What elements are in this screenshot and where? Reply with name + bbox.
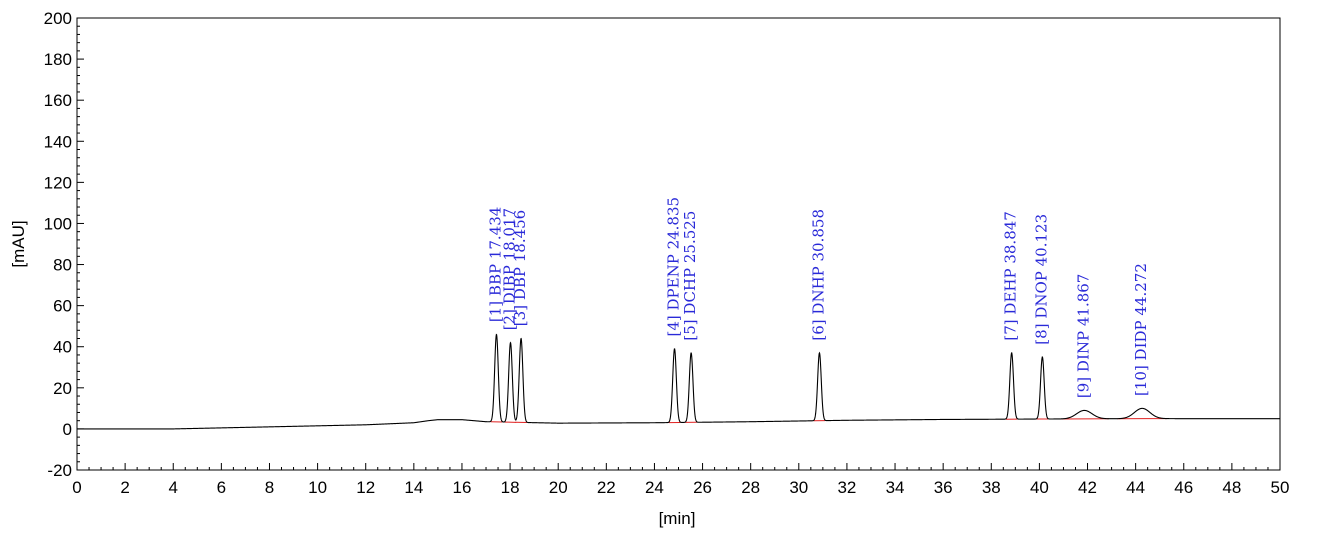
y-tick-label: 40 [53,338,72,357]
y-tick-label: 0 [63,420,72,439]
y-tick-label: 140 [44,132,72,151]
x-tick-label: 50 [1271,478,1290,497]
x-tick-label: 16 [452,478,471,497]
peak-label-layer: [1] BBP 17.434[2] DIBP 18.017[3] DBP 18.… [487,197,1151,398]
y-tick-label: 180 [44,50,72,69]
y-tick-label: -20 [47,461,72,480]
x-tick-label: 6 [217,478,226,497]
x-tick-label: 24 [645,478,664,497]
peak-label: [1] BBP 17.434 [487,207,505,322]
x-tick-label: 30 [789,478,808,497]
x-tick-label: 48 [1222,478,1241,497]
x-tick-label: 2 [120,478,129,497]
x-tick-label: 26 [693,478,712,497]
peak-label: [9] DINP 41.867 [1074,274,1092,398]
y-tick-label: 80 [53,256,72,275]
x-tick-label: 46 [1174,478,1193,497]
tick-layer: 0 2 4 6 8 10 12 14 16 18 20 22 24 26 28 30 32 34 36 38 40 42 4… [44,9,1290,497]
peak-label: [4] DPENP 24.835 [665,197,683,337]
x-tick-label: 28 [741,478,760,497]
y-tick-label: 200 [44,9,72,28]
peak-label: [6] DNHP 30.858 [809,209,827,341]
y-tick-label: 160 [44,91,72,110]
x-tick-label: 0 [72,478,81,497]
x-tick-label: 18 [501,478,520,497]
y-tick-label: 20 [53,379,72,398]
trace-layer [77,333,1280,430]
x-tick-label: 14 [404,478,423,497]
chromatogram-trace [77,333,1280,430]
x-tick-label: 42 [1078,478,1097,497]
y-tick-label: 120 [44,173,72,192]
x-tick-label: 38 [982,478,1001,497]
x-tick-label: 40 [1030,478,1049,497]
y-tick-label: 60 [53,297,72,316]
x-tick-label: 36 [934,478,953,497]
x-tick-label: 12 [356,478,375,497]
peak-label: [3] DBP 18.456 [511,210,529,326]
x-tick-label: 8 [265,478,274,497]
y-axis-title: [mAU] [9,220,28,267]
x-axis-title: [min] [659,509,696,528]
x-tick-label: 44 [1126,478,1145,497]
peak-label: [10] DIDP 44.272 [1132,263,1150,396]
x-tick-label: 34 [886,478,905,497]
peak-label: [5] DCHP 25.525 [681,211,699,341]
peak-label: [7] DEHP 38.847 [1002,211,1020,340]
peak-label: [2] DIBP 18.017 [501,208,519,330]
peak-label: [8] DNOP 40.123 [1032,214,1050,345]
x-tick-label: 10 [308,478,327,497]
x-tick-label: 4 [169,478,178,497]
x-tick-label: 20 [549,478,568,497]
x-tick-label: 22 [597,478,616,497]
y-tick-label: 100 [44,214,72,233]
x-tick-label: 32 [837,478,856,497]
